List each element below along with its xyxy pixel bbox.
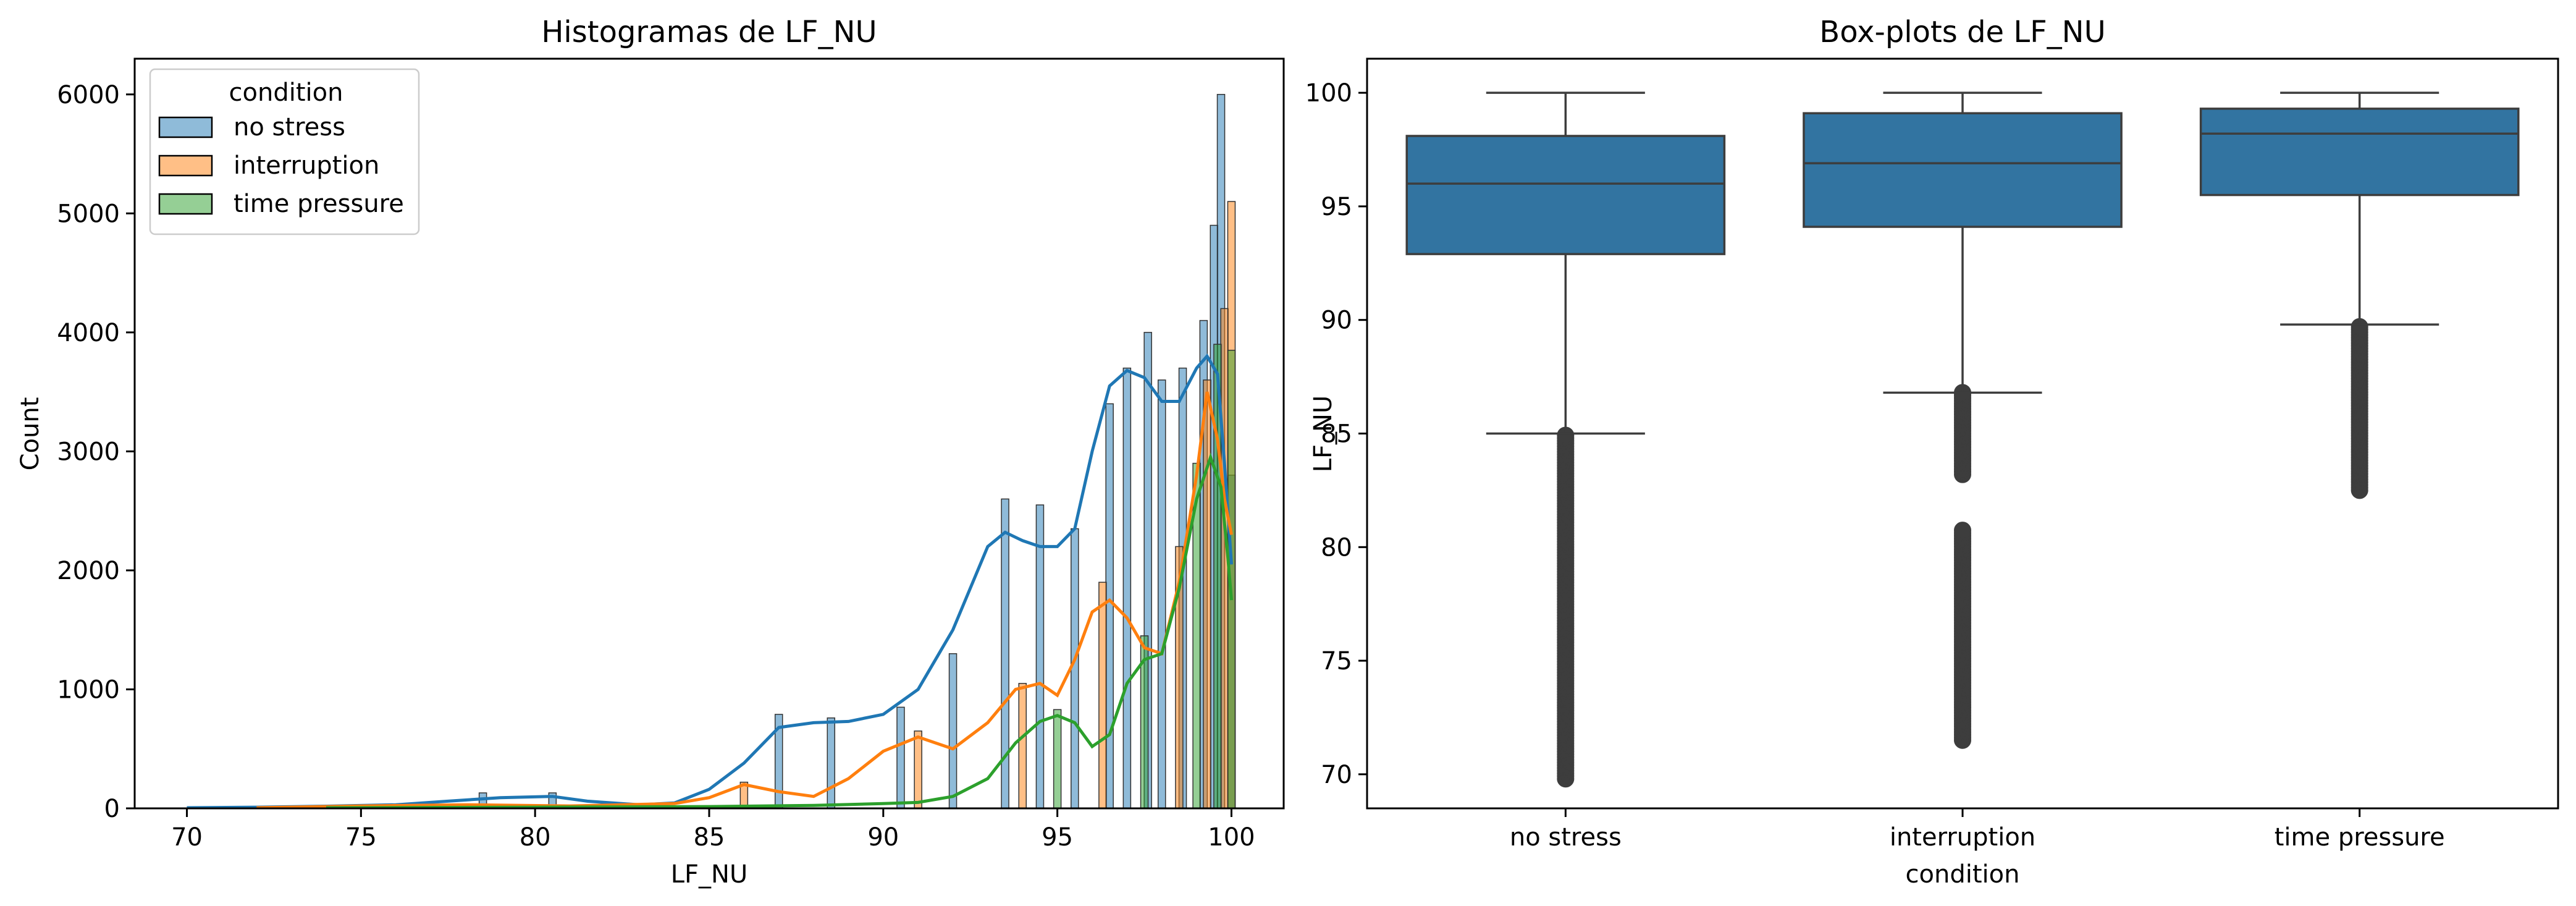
hist-bar-no-stress-4 (896, 706, 905, 809)
legend-swatch-interruption (158, 155, 213, 177)
histogram-y-axis-label: Count (16, 397, 44, 471)
x-tick-label-95: 95 (1042, 823, 1073, 852)
box-y-tick-label-85: 85 (1321, 420, 1352, 449)
x-tick-label-90: 90 (867, 823, 899, 852)
fliers-interruption-0 (1954, 384, 1971, 483)
boxplot-x-ticks: no stress interruption time pressure (1510, 808, 2445, 852)
y-tick-label-4000: 4000 (57, 319, 120, 347)
category-label-no-stress: no stress (1510, 823, 1622, 852)
y-tick-label-1000: 1000 (57, 675, 120, 704)
hist-bar-no-stress-12 (1157, 379, 1166, 809)
y-tick-label-3000: 3000 (57, 438, 120, 466)
legend-frame (149, 68, 420, 235)
box-interruption (1803, 112, 2123, 228)
hist-bar-no-stress-7 (1035, 504, 1045, 809)
histogram-kde-curves (187, 354, 1233, 810)
y-tick-label-0: 0 (104, 795, 120, 823)
histogram-panel: 70 75 80 85 90 95 100 0 1000 2000 3000 4000 5000 600… (16, 15, 1285, 889)
histogram-legend: condition no stress interruption time pr… (149, 68, 420, 235)
hist-bar-interruption-2 (1018, 683, 1027, 809)
box-y-tick-label-75: 75 (1321, 647, 1352, 675)
category-label-interruption: interruption (1890, 823, 2035, 852)
y-tick-label-5000: 5000 (57, 200, 120, 228)
boxplot-x-axis-label: condition (1906, 860, 2020, 889)
boxplot-title: Box-plots de LF_NU (1819, 15, 2105, 49)
hist-bar-no-stress-5 (948, 653, 958, 809)
hist-bar-time-pressure-0 (1053, 709, 1062, 809)
box-time-pressure (2199, 108, 2520, 197)
fliers-no-stress-0 (1557, 426, 1575, 788)
x-tick-label-75: 75 (345, 823, 377, 852)
kde-line-interruption (256, 391, 1233, 810)
y-tick-label-2000: 2000 (57, 557, 120, 585)
histogram-title: Histogramas de LF_NU (541, 15, 877, 49)
x-tick-label-80: 80 (520, 823, 551, 852)
boxplot-y-ticks: 70 75 80 85 90 95 100 (1305, 79, 1367, 789)
hist-bar-interruption-3 (1098, 582, 1107, 809)
hist-bar-no-stress-9 (1105, 403, 1114, 809)
hist-bar-no-stress-10 (1122, 367, 1132, 809)
box-y-tick-label-80: 80 (1321, 533, 1352, 562)
box-y-tick-label-90: 90 (1321, 307, 1352, 335)
y-tick-label-6000: 6000 (57, 81, 120, 109)
boxplot-y-axis-label: LF_NU (1309, 396, 1337, 473)
hist-bar-interruption-1 (914, 730, 922, 809)
histogram-y-ticks: 0 1000 2000 3000 4000 5000 6000 (57, 81, 135, 823)
x-tick-label-70: 70 (171, 823, 203, 852)
fliers-time-pressure-0 (2351, 318, 2368, 499)
hist-bar-interruption-5 (1203, 379, 1211, 809)
category-label-time-pressure: time pressure (2275, 823, 2445, 852)
histogram-x-axis-label: LF_NU (671, 860, 748, 889)
kde-line-no-stress (187, 354, 1233, 810)
legend-label-time-pressure: time pressure (234, 190, 404, 218)
box-y-tick-label-95: 95 (1321, 193, 1352, 221)
x-tick-label-85: 85 (694, 823, 725, 852)
boxplot-panel: no stress interruption time pressure 70 75 8… (1305, 15, 2559, 889)
box-y-tick-label-70: 70 (1321, 761, 1352, 789)
box-no-stress (1405, 135, 1726, 255)
legend-label-interruption: interruption (234, 151, 379, 180)
hist-bar-no-stress-3 (827, 717, 836, 809)
fliers-interruption-1 (1954, 522, 1971, 749)
boxplot-elements (1405, 91, 2520, 788)
legend-label-no-stress: no stress (234, 113, 345, 142)
legend-title: condition (229, 78, 343, 107)
x-tick-label-100: 100 (1208, 823, 1255, 852)
legend-swatch-no-stress (158, 116, 213, 138)
legend-swatch-time-pressure (158, 193, 213, 215)
kde-line-time-pressure (326, 452, 1233, 810)
histogram-bars (478, 94, 1236, 809)
box-y-tick-label-100: 100 (1305, 79, 1352, 108)
histogram-x-ticks: 70 75 80 85 90 95 100 (171, 808, 1255, 852)
hist-bar-no-stress-8 (1071, 528, 1079, 809)
